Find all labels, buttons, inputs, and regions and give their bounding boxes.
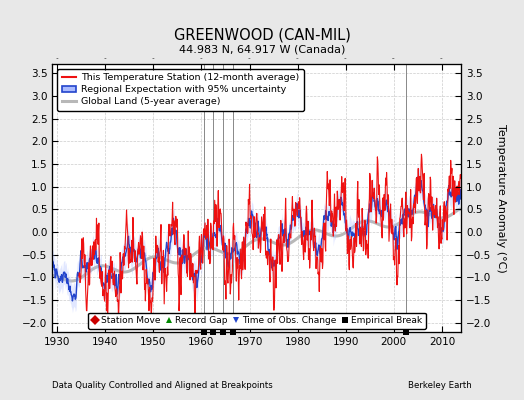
Text: GREENWOOD (CAN-MIL): GREENWOOD (CAN-MIL) — [173, 27, 351, 42]
Text: 44.983 N, 64.917 W (Canada): 44.983 N, 64.917 W (Canada) — [179, 44, 345, 54]
Y-axis label: Temperature Anomaly (°C): Temperature Anomaly (°C) — [496, 124, 506, 272]
Legend: Station Move, Record Gap, Time of Obs. Change, Empirical Break: Station Move, Record Gap, Time of Obs. C… — [88, 313, 426, 329]
Text: Berkeley Earth: Berkeley Earth — [408, 381, 472, 390]
Text: Data Quality Controlled and Aligned at Breakpoints: Data Quality Controlled and Aligned at B… — [52, 381, 273, 390]
